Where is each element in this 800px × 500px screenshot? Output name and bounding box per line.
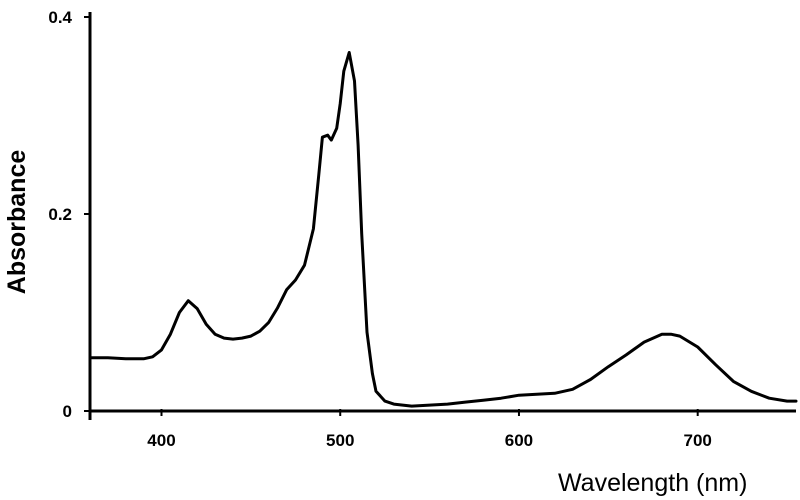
y-tick-label: 0 <box>63 402 72 421</box>
x-tick-label: 600 <box>505 431 533 450</box>
tick-labels: 400 500 600 700 0 0.2 0.4 <box>48 8 712 450</box>
x-tick-label: 700 <box>684 431 712 450</box>
y-tick-label: 0.4 <box>48 8 72 27</box>
x-tick-label: 400 <box>147 431 175 450</box>
axes <box>88 12 796 420</box>
series-line <box>88 51 798 408</box>
x-tick-label: 500 <box>326 431 354 450</box>
tick-marks <box>84 16 699 416</box>
y-axis-title: Absorbance <box>3 150 31 295</box>
y-tick-label: 0.2 <box>48 205 72 224</box>
x-axis-title: Wavelength (nm) <box>558 469 747 497</box>
